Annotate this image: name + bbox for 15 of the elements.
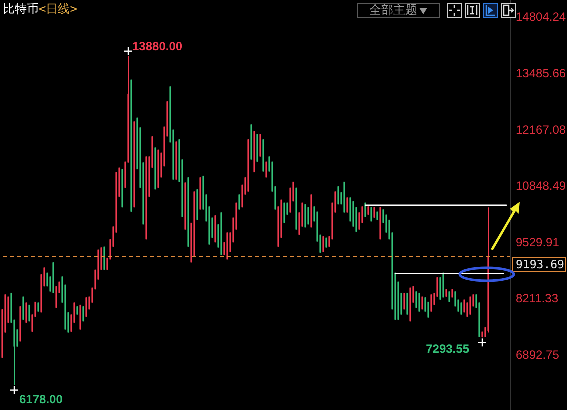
- chart-subtitle: <日线>: [39, 2, 78, 16]
- y-tick-label: 6892.75: [516, 348, 560, 362]
- y-tick-label: 10848.49: [516, 179, 566, 194]
- annotation: 13880.00: [132, 40, 183, 54]
- y-tick-label: 8211.33: [516, 292, 559, 306]
- ref-line-label: 9193.69: [516, 258, 565, 272]
- annotation: 7293.55: [426, 342, 470, 356]
- y-tick-label: 13485.66: [516, 66, 566, 80]
- dropdown: 全部主题: [357, 3, 440, 18]
- y-tick-label: 14804.24: [516, 10, 566, 24]
- annotation: 6178.00: [20, 392, 64, 407]
- y-tick-label: 12167.08: [516, 122, 566, 137]
- chart-title: 比特币: [3, 2, 39, 16]
- annotation: 全部主题: [370, 3, 418, 17]
- y-tick-label: 9529.91: [516, 235, 560, 250]
